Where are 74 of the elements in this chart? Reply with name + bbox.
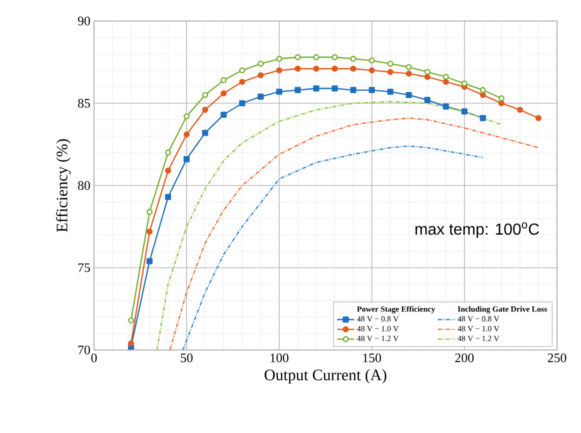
point	[258, 60, 264, 67]
point	[480, 92, 486, 98]
point	[332, 66, 338, 72]
point	[498, 100, 504, 106]
point	[220, 112, 227, 118]
y-tick-label: 90	[78, 16, 90, 26]
point	[313, 85, 320, 92]
point	[535, 115, 542, 122]
point	[165, 168, 172, 174]
x-tick-label: 150	[363, 354, 382, 362]
point	[424, 68, 430, 76]
point	[220, 77, 227, 84]
x-tick-label: 100	[270, 354, 288, 362]
point	[294, 66, 301, 72]
y-tick-label: 85	[78, 98, 90, 108]
point	[184, 131, 190, 138]
point	[368, 57, 375, 64]
point	[276, 88, 282, 95]
point	[461, 108, 468, 115]
point	[406, 70, 412, 77]
point	[424, 96, 430, 103]
point	[146, 258, 153, 264]
y-axis-title: Efficiency (%)	[56, 139, 71, 232]
point	[442, 74, 449, 80]
point	[442, 103, 449, 110]
point	[387, 60, 394, 67]
point	[239, 100, 246, 106]
point	[406, 64, 412, 70]
x-tick-label: 200	[455, 354, 474, 362]
point	[350, 56, 356, 62]
point	[332, 54, 338, 60]
x-tick-label: 50	[180, 354, 193, 362]
point	[202, 92, 208, 98]
point	[480, 87, 486, 94]
point	[498, 95, 504, 102]
y-tick-label: 80	[78, 181, 90, 190]
point	[350, 87, 356, 94]
point	[406, 92, 412, 98]
point	[387, 68, 394, 76]
point	[202, 130, 208, 136]
point	[258, 94, 264, 100]
point	[128, 317, 134, 324]
point	[368, 87, 375, 94]
point	[368, 67, 375, 74]
point	[294, 87, 301, 94]
point	[516, 106, 524, 113]
point	[313, 66, 320, 72]
point	[461, 80, 468, 87]
point	[480, 115, 486, 122]
point	[276, 67, 282, 74]
point	[313, 54, 320, 60]
y-tick-label: 70	[78, 346, 90, 354]
point	[128, 340, 134, 346]
point	[239, 67, 246, 74]
point	[332, 85, 338, 92]
point	[184, 156, 190, 162]
point	[294, 54, 301, 60]
point	[184, 113, 190, 120]
point	[202, 106, 208, 113]
point	[258, 72, 264, 78]
y-tick-label: 75	[78, 263, 90, 272]
point	[165, 194, 172, 200]
point	[165, 150, 172, 156]
point	[387, 88, 394, 95]
point	[239, 78, 246, 85]
x-tick-label: 0	[91, 354, 97, 362]
point	[146, 228, 153, 235]
x-axis-title: Output Current (A)	[264, 369, 386, 384]
point	[350, 66, 356, 72]
point	[276, 56, 282, 62]
point	[220, 90, 227, 96]
annotation: max temp: 100$^{o}$C	[416, 222, 539, 238]
x-tick-label: 250	[548, 354, 566, 362]
point	[146, 208, 153, 215]
